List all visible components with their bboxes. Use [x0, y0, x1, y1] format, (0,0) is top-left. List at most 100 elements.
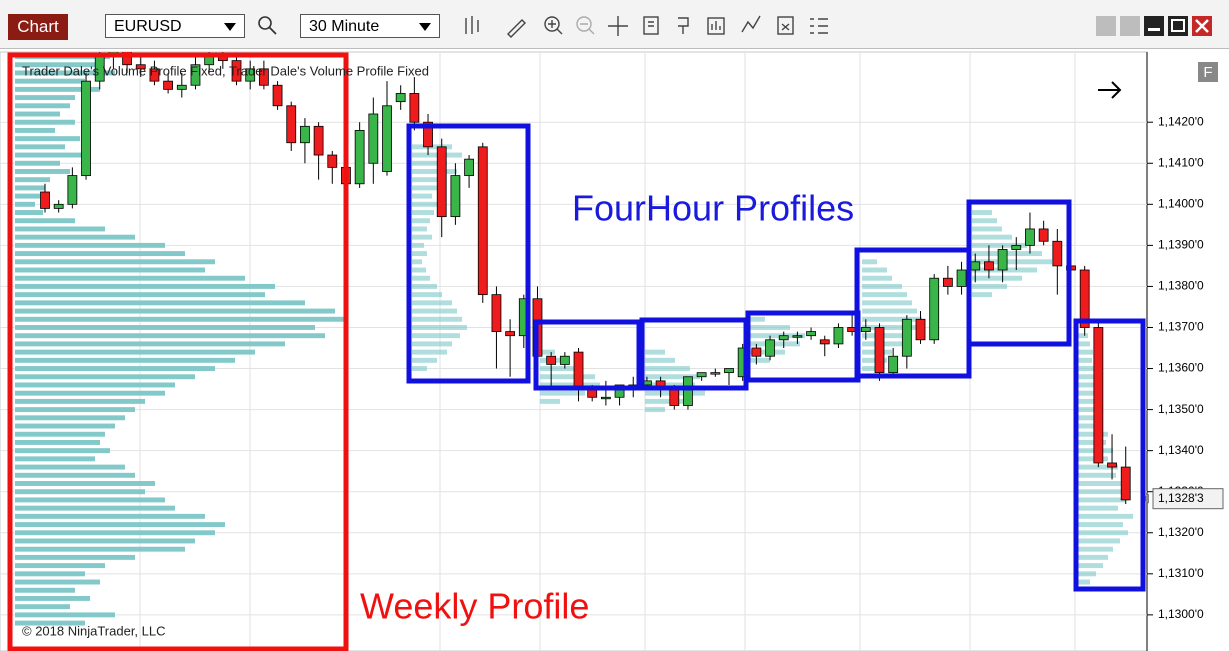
profile-row: [15, 366, 215, 372]
candle-body: [300, 125, 310, 144]
profile-row: [862, 259, 877, 265]
profile-row: [1078, 374, 1098, 380]
profile-row: [15, 218, 75, 224]
fourhour-boxes: [406, 123, 1146, 592]
profile-row: [15, 472, 135, 478]
candle-body: [997, 249, 1008, 271]
search-icon[interactable]: [256, 14, 280, 38]
profile-row: [15, 423, 115, 429]
profile-row: [15, 407, 135, 413]
profile-row: [15, 563, 105, 569]
profile-row: [972, 259, 1052, 265]
profile-row: [645, 407, 665, 413]
corner-button[interactable]: [1198, 62, 1218, 82]
instrument-select[interactable]: EURUSD: [105, 14, 245, 38]
scroll-arrow[interactable]: [1098, 81, 1122, 99]
profile-row: [412, 185, 437, 191]
profile-row: [15, 341, 285, 347]
profile-row: [862, 325, 917, 330]
candle-body: [559, 355, 570, 365]
candle-body: [1120, 466, 1131, 501]
fourhour-annotation: FourHour Profiles: [572, 188, 854, 229]
profile-row: [412, 193, 432, 199]
profile-row: [15, 70, 115, 76]
profile-row: [15, 251, 185, 257]
candle-body: [258, 68, 269, 86]
profile-row: [1078, 390, 1100, 396]
profile-row: [15, 579, 100, 585]
profile-row: [1078, 497, 1126, 503]
profile-row: [15, 333, 325, 339]
profile-row: [862, 366, 877, 372]
candle-body: [888, 355, 899, 374]
profile-row: [412, 308, 457, 314]
profile-row: [1078, 366, 1096, 372]
profile-row: [15, 620, 85, 626]
toolbar-icons: [465, 15, 828, 38]
profile-row: [15, 546, 185, 552]
profile-row: [15, 242, 165, 248]
candle-body: [765, 339, 775, 357]
last-price-box: [1152, 488, 1224, 510]
y-tick-label: 1,1350'0: [1158, 402, 1204, 416]
profile-row: [750, 333, 805, 339]
candle-body: [710, 372, 721, 375]
candle-body: [436, 146, 447, 218]
profile-row: [15, 505, 175, 511]
profile-row: [412, 226, 427, 232]
corner-button-label[interactable]: F: [1203, 64, 1212, 81]
profile-row: [1078, 481, 1123, 486]
candle-body: [477, 146, 488, 296]
profile-row: [412, 349, 447, 355]
profile-row: [972, 218, 997, 224]
window-controls[interactable]: [1096, 14, 1226, 38]
candle-body: [792, 335, 803, 338]
profile-row: [1078, 530, 1128, 536]
candle-body: [313, 125, 324, 156]
candle-body: [149, 68, 160, 82]
profile-row: [15, 316, 345, 322]
candle-body: [1025, 228, 1035, 246]
profile-row: [645, 374, 700, 380]
candle-body: [163, 80, 174, 90]
candle-body: [1038, 228, 1049, 242]
profile-row: [1078, 505, 1118, 511]
profile-row: [862, 275, 892, 281]
candle-body: [190, 64, 201, 86]
profile-row: [972, 283, 1007, 289]
profile-row: [15, 325, 315, 330]
candle-body: [272, 84, 283, 107]
profile-row: [15, 587, 75, 593]
candle-body: [409, 93, 420, 123]
interval-select[interactable]: 30 Minute: [300, 14, 440, 38]
profile-row: [412, 366, 427, 372]
profile-row: [1078, 415, 1096, 421]
profile-row: [540, 374, 595, 380]
weekly-annotation: Weekly Profile: [360, 586, 589, 627]
chart-tab[interactable]: Chart: [8, 14, 68, 40]
profile-row: [1078, 546, 1113, 552]
candle-body: [382, 105, 392, 172]
profile-row: [645, 382, 695, 388]
y-tick-label: 1,1400'0: [1158, 196, 1204, 210]
profile-row: [15, 522, 225, 528]
profile-row: [1078, 538, 1120, 544]
price-axis: 1,1420'0 1,1410'0 1,1400'0 1,1390'0 1,1380'0…: [1142, 114, 1224, 621]
profile-row: [412, 325, 467, 330]
candle-body: [984, 261, 994, 271]
profile-row: [862, 308, 917, 314]
candle-body: [368, 113, 379, 164]
candle-body: [1052, 240, 1063, 267]
candle-body: [600, 396, 611, 400]
candle-body: [464, 158, 474, 176]
candle-body: [286, 105, 297, 144]
profile-row: [540, 349, 555, 355]
profile-row: [15, 538, 195, 544]
profile-row: [862, 292, 907, 298]
profile-row: [972, 275, 1022, 281]
candle-body: [778, 335, 789, 341]
profile-row: [412, 251, 427, 257]
profile-row: [15, 177, 50, 183]
profile-row: [15, 292, 265, 298]
